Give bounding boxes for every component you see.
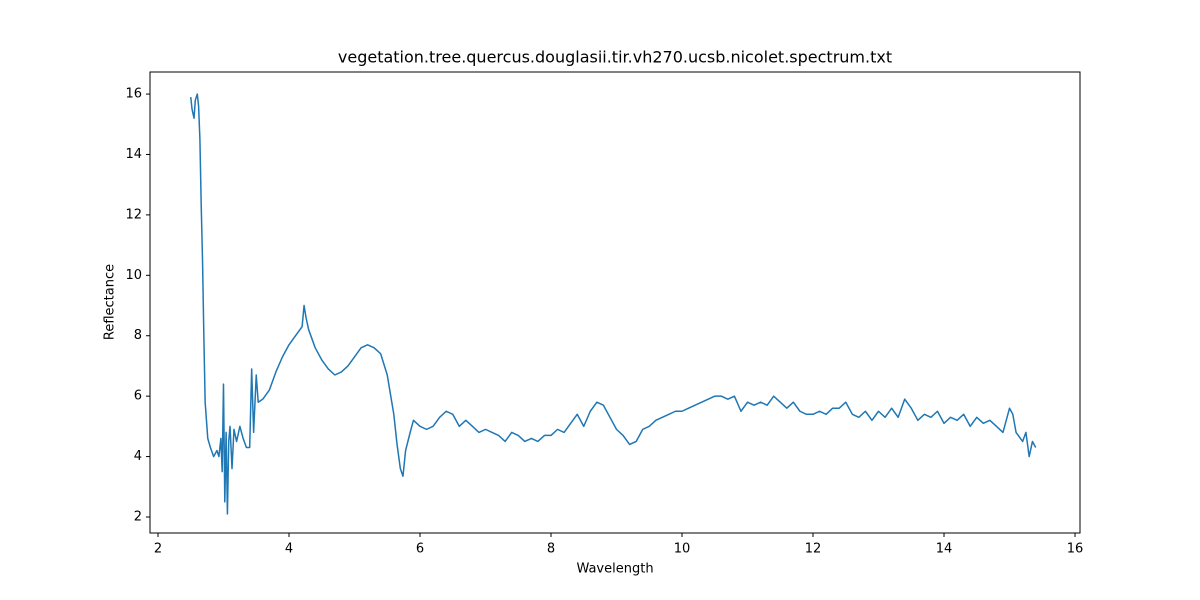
y-tick-label: 6 bbox=[134, 389, 142, 404]
y-tick-label: 2 bbox=[134, 509, 142, 524]
x-tick-label: 4 bbox=[285, 542, 293, 557]
y-tick-label: 12 bbox=[125, 207, 142, 222]
x-tick-label: 16 bbox=[1067, 542, 1084, 557]
plot-frame bbox=[149, 71, 1081, 534]
y-tick-label: 16 bbox=[125, 87, 142, 102]
chart-title: vegetation.tree.quercus.douglasii.tir.vh… bbox=[338, 48, 892, 67]
x-tick-label: 2 bbox=[154, 542, 162, 557]
x-axis-label: Wavelength bbox=[576, 562, 653, 577]
y-tick-label: 10 bbox=[125, 268, 142, 283]
y-tick-label: 4 bbox=[134, 449, 142, 464]
y-tick-label: 8 bbox=[134, 328, 142, 343]
x-tick-label: 14 bbox=[936, 542, 953, 557]
x-tick-label: 12 bbox=[805, 542, 822, 557]
y-axis-label: Reflectance bbox=[103, 264, 118, 340]
data-line bbox=[189, 93, 1037, 515]
x-tick-label: 6 bbox=[416, 542, 424, 557]
x-tick-label: 8 bbox=[547, 542, 555, 557]
y-tick-label: 14 bbox=[125, 147, 142, 162]
x-tick-label: 10 bbox=[674, 542, 691, 557]
